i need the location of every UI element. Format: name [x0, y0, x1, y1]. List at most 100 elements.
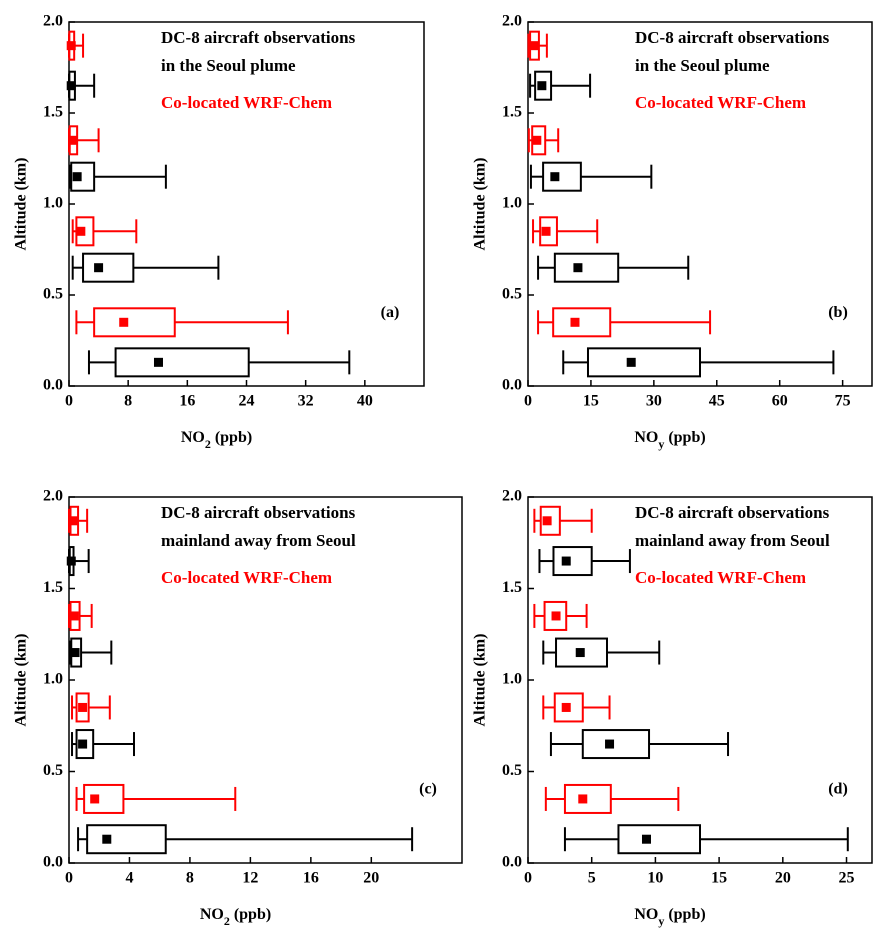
y-tick-label: 2.0	[502, 488, 522, 505]
mean-marker	[119, 317, 129, 327]
mean-marker	[66, 81, 76, 91]
mean-marker	[578, 794, 588, 804]
mean-marker	[575, 648, 585, 658]
mean-marker	[605, 739, 615, 749]
x-tick-label: 0	[524, 870, 532, 887]
x-tick-label: 8	[124, 393, 132, 410]
mean-marker	[550, 172, 560, 182]
y-tick-label: 1.0	[43, 195, 63, 212]
box	[563, 783, 612, 814]
y-tick-label: 0.5	[43, 762, 63, 779]
x-tick-label: 0	[65, 870, 73, 887]
box	[75, 729, 95, 760]
box	[553, 252, 620, 283]
mean-marker	[66, 556, 76, 566]
mean-marker	[72, 172, 82, 182]
mean-marker	[561, 556, 571, 566]
mean-marker	[626, 357, 636, 367]
x-axis-label-part: NO	[181, 429, 205, 446]
mean-marker	[532, 135, 542, 145]
legend-entry: Co-located WRF-Chem	[161, 568, 333, 587]
legend-entry: Co-located WRF-Chem	[635, 568, 807, 587]
mean-marker	[94, 263, 104, 273]
legend-entry: DC-8 aircraft observations mainland away…	[161, 503, 356, 550]
box	[552, 307, 612, 338]
x-tick-label: 45	[709, 393, 725, 410]
legend-entry: Co-located WRF-Chem	[161, 93, 333, 112]
x-axis-label-part: 2	[205, 437, 211, 451]
mean-marker	[542, 516, 552, 526]
y-axis-label: Altitude (km)	[13, 158, 30, 251]
x-tick-label: 15	[583, 393, 599, 410]
y-tick-label: 0.5	[43, 286, 63, 303]
x-tick-label: 0	[524, 393, 532, 410]
x-axis-label: NOy (ppb)	[634, 429, 705, 451]
mean-marker	[570, 317, 580, 327]
mean-marker	[153, 357, 163, 367]
x-tick-label: 24	[239, 393, 255, 410]
legend-entry: DC-8 aircraft observations mainland away…	[635, 503, 830, 550]
mean-marker	[561, 702, 571, 712]
panel: 0 5 10 15 20 25 0.0 0.5 1.0 1.5 2.0 NOy (ppb) Altitu…	[472, 488, 875, 928]
x-tick-label: 4	[125, 870, 133, 887]
x-tick-label: 0	[65, 393, 73, 410]
box	[93, 307, 176, 338]
mean-marker	[66, 41, 76, 51]
x-axis-label-part: NO	[200, 906, 224, 923]
x-axis-label: NOy (ppb)	[634, 906, 705, 928]
box	[586, 347, 701, 378]
mean-marker	[573, 263, 583, 273]
mean-marker	[76, 226, 86, 236]
box	[70, 161, 96, 192]
x-axis-label-part: NO	[634, 906, 658, 923]
y-axis-label: Altitude (km)	[472, 634, 489, 727]
x-tick-label: 25	[839, 870, 855, 887]
x-tick-label: 15	[711, 870, 727, 887]
mean-marker	[537, 81, 547, 91]
mean-marker	[641, 834, 651, 844]
y-tick-label: 2.0	[43, 488, 63, 505]
y-tick-label: 1.0	[43, 671, 63, 688]
legend: DC-8 aircraft observations in the Seoul …	[635, 28, 830, 112]
x-axis-label: NO2 (ppb)	[181, 429, 252, 451]
panel-label: (c)	[419, 780, 437, 797]
box	[75, 692, 90, 723]
y-tick-label: 1.5	[43, 104, 63, 121]
y-tick-label: 0.5	[502, 762, 522, 779]
x-axis-label-part: NO	[634, 429, 658, 446]
y-axis-label: Altitude (km)	[472, 158, 489, 251]
y-axis-label: Altitude (km)	[13, 634, 30, 727]
box	[539, 216, 558, 247]
box	[114, 347, 250, 378]
x-tick-label: 32	[298, 393, 314, 410]
legend-entry: DC-8 aircraft observations in the Seoul …	[635, 28, 830, 75]
box	[617, 824, 702, 855]
x-axis-label-part: (ppb)	[230, 906, 271, 923]
y-tick-label: 2.0	[43, 13, 63, 30]
x-tick-label: 20	[775, 870, 791, 887]
box	[82, 252, 135, 283]
box	[86, 824, 167, 855]
mean-marker	[102, 834, 112, 844]
mean-marker	[68, 135, 78, 145]
legend: DC-8 aircraft observations in the Seoul …	[161, 28, 355, 112]
panel-label: (d)	[828, 780, 848, 797]
legend-box: DC-8 aircraft observations mainland away…	[635, 499, 875, 592]
x-tick-label: 12	[242, 870, 258, 887]
x-tick-label: 10	[647, 870, 663, 887]
y-tick-label: 0.0	[43, 854, 63, 871]
box	[83, 783, 125, 814]
y-tick-label: 1.5	[502, 579, 522, 596]
mean-marker	[69, 516, 79, 526]
legend: DC-8 aircraft observations mainland away…	[635, 499, 875, 592]
legend-box: DC-8 aircraft observations mainland away…	[161, 499, 875, 592]
box	[534, 70, 553, 101]
box	[553, 692, 584, 723]
box	[531, 125, 547, 156]
x-axis-label-part: 2	[224, 914, 230, 928]
x-tick-label: 16	[303, 870, 319, 887]
box	[581, 729, 651, 760]
x-tick-label: 30	[646, 393, 662, 410]
